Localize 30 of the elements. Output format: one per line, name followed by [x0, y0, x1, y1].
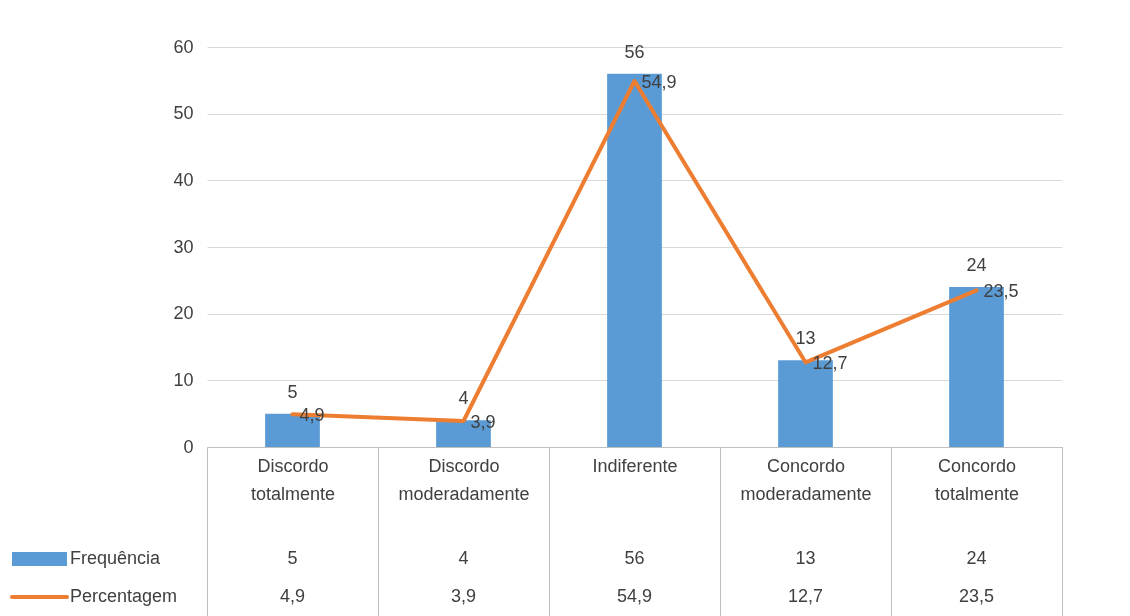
- x-tick-label: Concordo moderadamente: [740, 455, 872, 504]
- x-tick-label: Discordo moderadamente: [398, 455, 530, 504]
- data-label: 3,9: [450, 586, 477, 606]
- text: 4: [458, 388, 469, 409]
- text: 5: [287, 381, 298, 402]
- legend-label: Percentagem: [70, 586, 178, 606]
- text: 56: [624, 41, 645, 62]
- x-tick-label: Concordo totalmente: [934, 455, 1020, 504]
- x-tick-label: Indiferente: [592, 455, 678, 476]
- y-tick-label: 60: [173, 36, 194, 57]
- data-label: 23,5: [958, 586, 995, 606]
- y-tick-label: 30: [173, 236, 194, 257]
- x-tick-label: Discordo totalmente: [250, 455, 336, 504]
- text: 4,9: [299, 405, 325, 426]
- y-tick-label: 20: [173, 303, 194, 324]
- legend-label: Frequência: [70, 548, 162, 568]
- y-tick-label: 0: [183, 436, 194, 457]
- data-label: 4,9: [279, 586, 306, 606]
- text: 24: [966, 255, 987, 275]
- data-label: 4: [458, 548, 469, 568]
- data-label: 24: [966, 548, 987, 568]
- y-tick-label: 40: [173, 169, 194, 190]
- data-label: 13: [795, 548, 816, 568]
- y-tick-label: 50: [173, 103, 194, 124]
- y-tick-label: 10: [173, 369, 194, 390]
- data-label: 12,7: [787, 586, 824, 606]
- text: 13: [795, 328, 816, 349]
- data-label: 5: [287, 548, 298, 568]
- data-label: 54,9: [616, 586, 653, 606]
- data-label: 56: [624, 548, 645, 568]
